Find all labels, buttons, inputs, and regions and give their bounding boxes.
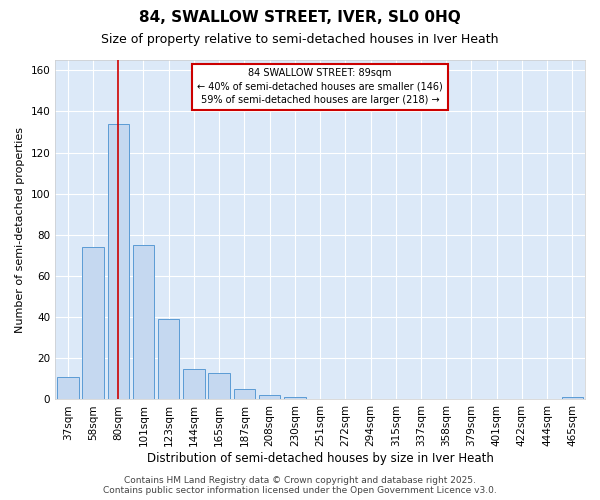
- Bar: [57, 377, 79, 400]
- Bar: [284, 398, 305, 400]
- Bar: [562, 398, 583, 400]
- Bar: [183, 368, 205, 400]
- X-axis label: Distribution of semi-detached houses by size in Iver Heath: Distribution of semi-detached houses by …: [146, 452, 494, 465]
- Bar: [107, 124, 129, 400]
- Y-axis label: Number of semi-detached properties: Number of semi-detached properties: [15, 126, 25, 332]
- Text: 84, SWALLOW STREET, IVER, SL0 0HQ: 84, SWALLOW STREET, IVER, SL0 0HQ: [139, 10, 461, 25]
- Bar: [233, 389, 255, 400]
- Text: 84 SWALLOW STREET: 89sqm
← 40% of semi-detached houses are smaller (146)
59% of : 84 SWALLOW STREET: 89sqm ← 40% of semi-d…: [197, 68, 443, 105]
- Bar: [158, 319, 179, 400]
- Bar: [133, 245, 154, 400]
- Text: Contains HM Land Registry data © Crown copyright and database right 2025.
Contai: Contains HM Land Registry data © Crown c…: [103, 476, 497, 495]
- Bar: [82, 247, 104, 400]
- Text: Size of property relative to semi-detached houses in Iver Heath: Size of property relative to semi-detach…: [101, 32, 499, 46]
- Bar: [259, 396, 280, 400]
- Bar: [208, 372, 230, 400]
